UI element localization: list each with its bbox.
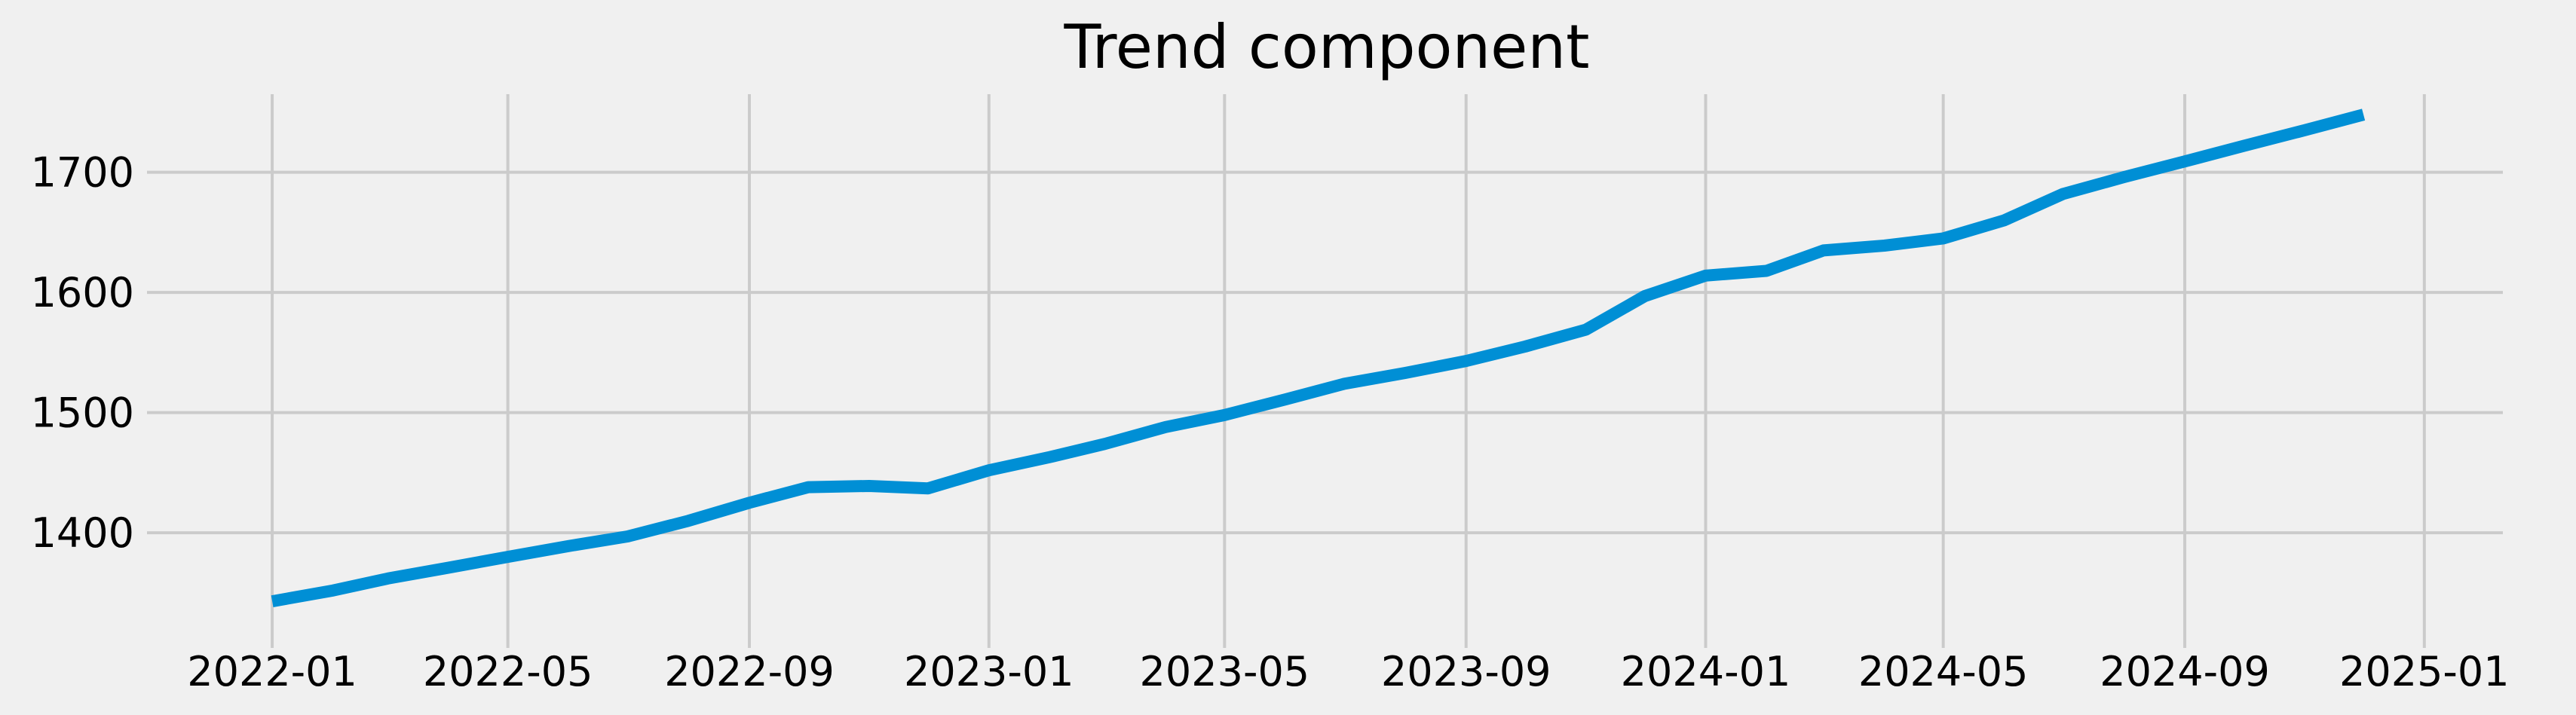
y-tick-labels: 1400 1500 1600 1700 <box>31 149 134 558</box>
x-tick-label: 2024-09 <box>2100 648 2270 695</box>
chart-title: Trend component <box>1064 12 1590 82</box>
y-tick-label: 1700 <box>31 149 134 197</box>
x-grid-lines <box>271 94 2426 648</box>
x-tick-label: 2023-05 <box>1140 648 1310 695</box>
x-tick-labels: 2022-01 2022-05 2022-09 2023-01 2023-05 2023-… <box>187 648 2509 695</box>
x-tick-label: 2024-01 <box>1621 648 1791 695</box>
x-tick-label: 2024-05 <box>1858 648 2029 695</box>
series-group <box>271 108 2366 607</box>
x-tick-label: 2025-01 <box>2339 648 2510 695</box>
trend-series-line <box>271 108 2366 607</box>
y-tick-label: 1500 <box>31 390 134 437</box>
x-tick-label: 2022-09 <box>664 648 835 695</box>
x-tick-label: 2022-05 <box>423 648 593 695</box>
x-tick-label: 2023-09 <box>1381 648 1551 695</box>
y-grid-lines <box>147 170 2503 535</box>
y-tick-label: 1400 <box>31 509 134 557</box>
x-tick-label: 2023-01 <box>904 648 1074 695</box>
y-tick-label: 1600 <box>31 269 134 316</box>
x-tick-label: 2022-01 <box>187 648 357 695</box>
